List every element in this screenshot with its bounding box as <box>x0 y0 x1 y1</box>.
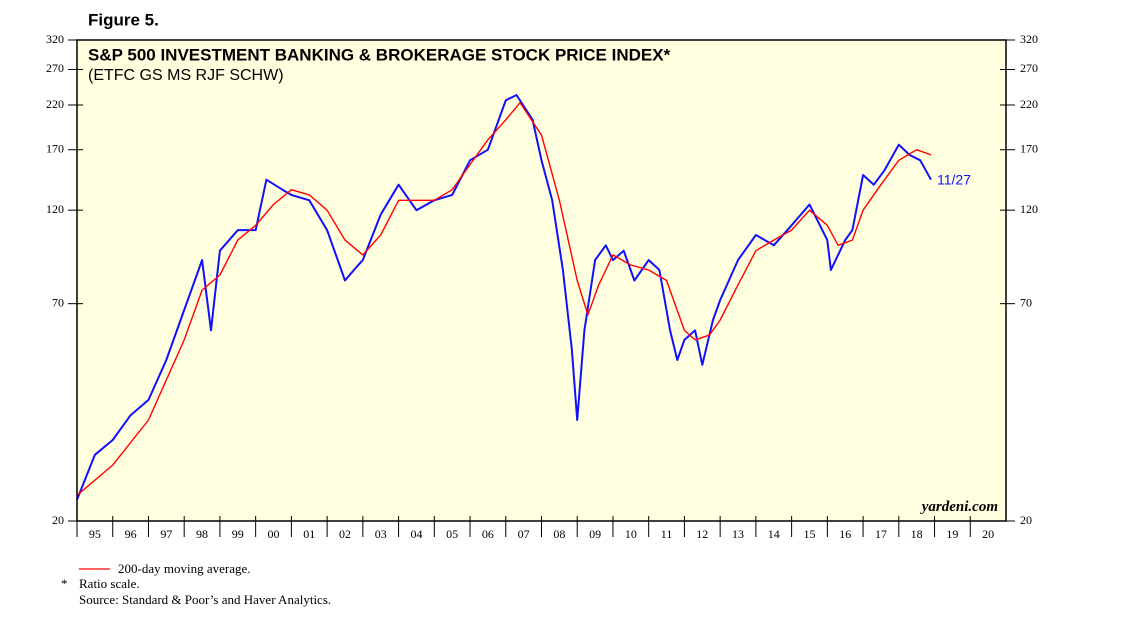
figure-label: Figure 5. <box>88 10 159 29</box>
y2-tick-label: 170 <box>1020 141 1038 155</box>
plot-area <box>77 40 1006 521</box>
x-tick-label: 02 <box>339 527 351 541</box>
x-tick-label: 15 <box>803 527 815 541</box>
y2-tick-label: 220 <box>1020 97 1038 111</box>
y-tick-label: 120 <box>46 202 64 216</box>
plot-border <box>76 39 1007 522</box>
x-tick-label: 17 <box>875 527 887 541</box>
end-label: 11/27 <box>937 172 971 188</box>
x-tick-label: 12 <box>696 527 708 541</box>
y2-tick-label: 270 <box>1020 61 1038 75</box>
x-tick-label: 07 <box>518 527 530 541</box>
x-tick-label: 13 <box>732 527 744 541</box>
x-tick-label: 97 <box>160 527 172 541</box>
x-tick-label: 98 <box>196 527 208 541</box>
y-tick-label: 220 <box>46 97 64 111</box>
x-tick-label: 09 <box>589 527 601 541</box>
x-tick-label: 19 <box>946 527 958 541</box>
watermark: yardeni.com <box>920 499 998 515</box>
x-tick-label: 04 <box>410 527 422 541</box>
chart-title: S&P 500 INVESTMENT BANKING & BROKERAGE S… <box>88 45 671 64</box>
x-tick-label: 03 <box>375 527 387 541</box>
x-tick-label: 96 <box>125 527 137 541</box>
x-tick-label: 06 <box>482 527 494 541</box>
lines <box>76 94 932 501</box>
y2-tick-label: 70 <box>1020 295 1032 309</box>
x-tick-label: 18 <box>911 527 923 541</box>
x-tick-label: 95 <box>89 527 101 541</box>
legend-label: 200-day moving average. <box>118 561 250 576</box>
y-tick-label: 270 <box>46 61 64 75</box>
y-tick-label: 170 <box>46 141 64 155</box>
y-tick-label: 20 <box>52 513 64 527</box>
x-tick-label: 16 <box>839 527 851 541</box>
x-tick-label: 08 <box>553 527 565 541</box>
x-tick-label: 05 <box>446 527 458 541</box>
series-line <box>76 102 932 496</box>
note: Ratio scale. <box>79 576 140 591</box>
y2-tick-label: 20 <box>1020 513 1032 527</box>
x-tick-label: 20 <box>982 527 994 541</box>
x-tick-label: 14 <box>768 527 780 541</box>
y-tick-label: 320 <box>46 32 64 46</box>
x-tick-label: 10 <box>625 527 637 541</box>
source-note: Source: Standard & Poor’s and Haver Anal… <box>79 592 331 607</box>
y2-tick-label: 120 <box>1020 202 1038 216</box>
y-tick-label: 70 <box>52 295 64 309</box>
x-tick-label: 11 <box>661 527 673 541</box>
note-marker: * <box>61 576 68 591</box>
x-tick-label: 99 <box>232 527 244 541</box>
series-line <box>76 94 932 501</box>
chart-subtitle: (ETFC GS MS RJF SCHW) <box>88 67 284 84</box>
x-tick-label: 00 <box>268 527 280 541</box>
x-tick-label: 01 <box>303 527 315 541</box>
y2-tick-label: 320 <box>1020 32 1038 46</box>
